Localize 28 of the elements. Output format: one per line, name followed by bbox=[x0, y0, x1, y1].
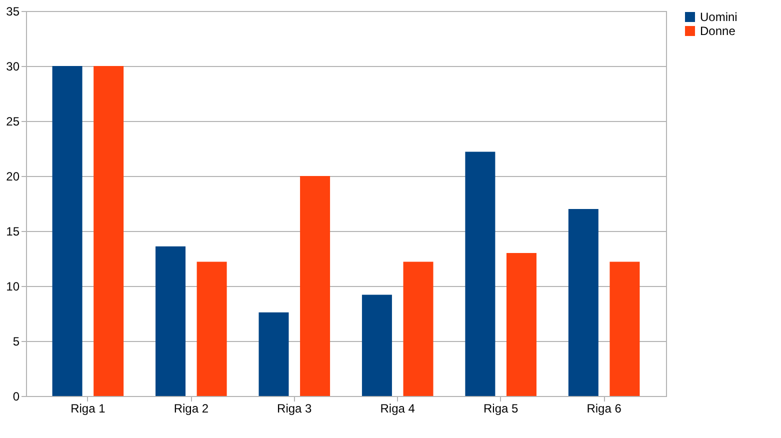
y-tick-label: 10 bbox=[6, 280, 20, 294]
bar bbox=[506, 253, 536, 396]
bar bbox=[362, 294, 392, 396]
bar bbox=[94, 66, 124, 396]
legend-label: Donne bbox=[700, 24, 736, 38]
bar bbox=[156, 246, 186, 396]
y-tick-label: 5 bbox=[12, 334, 20, 348]
y-tick-label: 20 bbox=[6, 170, 20, 184]
bar bbox=[258, 312, 289, 396]
bar bbox=[403, 262, 434, 396]
x-tick-label: Riga 4 bbox=[380, 402, 416, 416]
bar bbox=[196, 262, 227, 396]
bar bbox=[52, 66, 82, 396]
y-tick-label: 25 bbox=[6, 114, 20, 128]
bar bbox=[465, 152, 496, 396]
bar bbox=[568, 209, 598, 396]
x-tick-label: Riga 6 bbox=[586, 402, 622, 416]
legend-label: Uomini bbox=[700, 10, 738, 24]
x-tick-label: Riga 5 bbox=[483, 402, 519, 416]
x-tick-label: Riga 2 bbox=[174, 402, 209, 416]
y-tick-label: 0 bbox=[12, 390, 20, 404]
y-tick-label: 35 bbox=[6, 4, 20, 18]
bar bbox=[300, 176, 330, 396]
y-tick-label: 30 bbox=[6, 60, 20, 74]
bar bbox=[610, 262, 640, 396]
x-tick-label: Riga 3 bbox=[277, 402, 312, 416]
y-tick-label: 15 bbox=[6, 224, 20, 238]
x-tick-label: Riga 1 bbox=[70, 402, 106, 416]
